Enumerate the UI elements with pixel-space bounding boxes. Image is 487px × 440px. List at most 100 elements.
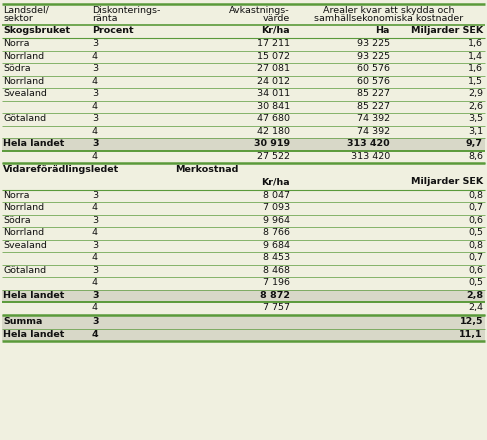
Text: 4: 4 (92, 228, 98, 237)
Text: 3: 3 (92, 216, 98, 224)
Text: 85 227: 85 227 (357, 89, 390, 98)
Text: 0,8: 0,8 (468, 241, 483, 249)
Text: 4: 4 (92, 77, 98, 85)
Text: Norra: Norra (3, 39, 30, 48)
Text: 2,9: 2,9 (468, 89, 483, 98)
Text: Svealand: Svealand (3, 241, 47, 249)
Text: 4: 4 (92, 203, 98, 212)
Text: 0,6: 0,6 (468, 216, 483, 224)
Text: 4: 4 (92, 253, 98, 262)
Text: 3: 3 (92, 114, 98, 123)
Text: Hela landet: Hela landet (3, 290, 64, 300)
Text: Diskonterings-: Diskonterings- (92, 6, 160, 15)
Bar (2, 290, 485, 302)
Text: värde: värde (263, 14, 290, 22)
Text: Kr/ha: Kr/ha (262, 26, 290, 34)
Text: 1,6: 1,6 (468, 39, 483, 48)
Text: 34 011: 34 011 (257, 89, 290, 98)
Text: 27 522: 27 522 (257, 151, 290, 161)
Text: 3: 3 (92, 139, 98, 148)
Text: Hela landet: Hela landet (3, 139, 64, 148)
Text: 60 576: 60 576 (357, 64, 390, 73)
Text: 93 225: 93 225 (357, 51, 390, 61)
Text: Hela landet: Hela landet (3, 330, 64, 338)
Text: 11,1: 11,1 (459, 330, 483, 338)
Text: 4: 4 (92, 278, 98, 287)
Text: 8 872: 8 872 (260, 290, 290, 300)
Text: Ha: Ha (375, 26, 390, 34)
Text: 3,5: 3,5 (468, 114, 483, 123)
Text: 3: 3 (92, 191, 98, 199)
Text: 85 227: 85 227 (357, 102, 390, 110)
Text: 7 093: 7 093 (263, 203, 290, 212)
Text: 27 081: 27 081 (257, 64, 290, 73)
Text: 9,7: 9,7 (466, 139, 483, 148)
Text: 3: 3 (92, 241, 98, 249)
Text: 8,6: 8,6 (468, 151, 483, 161)
Text: 8 468: 8 468 (263, 265, 290, 275)
Text: 9 684: 9 684 (263, 241, 290, 249)
Text: 0,5: 0,5 (468, 278, 483, 287)
Text: 17 211: 17 211 (257, 39, 290, 48)
Text: Kr/ha: Kr/ha (262, 177, 290, 186)
Text: Norrland: Norrland (3, 51, 44, 61)
Text: 4: 4 (92, 330, 99, 338)
Text: 30 919: 30 919 (254, 139, 290, 148)
Text: 93 225: 93 225 (357, 39, 390, 48)
Bar (2, 138, 485, 150)
Text: 8 453: 8 453 (263, 253, 290, 262)
Text: 313 420: 313 420 (351, 151, 390, 161)
Text: 2,8: 2,8 (466, 290, 483, 300)
Text: 12,5: 12,5 (460, 317, 483, 326)
Text: 3: 3 (92, 265, 98, 275)
Text: 3: 3 (92, 64, 98, 73)
Text: 1,4: 1,4 (468, 51, 483, 61)
Text: Avkastnings-: Avkastnings- (229, 6, 290, 15)
Text: 0,7: 0,7 (468, 253, 483, 262)
Text: 2,4: 2,4 (468, 303, 483, 312)
Text: ränta: ränta (92, 14, 117, 22)
Text: 4: 4 (92, 51, 98, 61)
Text: Norrland: Norrland (3, 203, 44, 212)
Bar (2, 316, 485, 329)
Text: Merkostnad: Merkostnad (175, 165, 238, 173)
Text: 7 196: 7 196 (263, 278, 290, 287)
Text: sektor: sektor (3, 14, 33, 22)
Text: samhällsekonomiska kostnader: samhällsekonomiska kostnader (315, 14, 464, 22)
Text: 8 766: 8 766 (263, 228, 290, 237)
Text: Norrland: Norrland (3, 228, 44, 237)
Text: Summa: Summa (3, 317, 42, 326)
Text: 4: 4 (92, 303, 98, 312)
Text: 7 757: 7 757 (263, 303, 290, 312)
Text: 24 012: 24 012 (257, 77, 290, 85)
Text: 47 680: 47 680 (257, 114, 290, 123)
Text: 30 841: 30 841 (257, 102, 290, 110)
Text: 9 964: 9 964 (263, 216, 290, 224)
Text: Norra: Norra (3, 191, 30, 199)
Text: 3,1: 3,1 (468, 127, 483, 136)
Text: 1,6: 1,6 (468, 64, 483, 73)
Text: 0,5: 0,5 (468, 228, 483, 237)
Text: 74 392: 74 392 (357, 114, 390, 123)
Text: Landsdel/: Landsdel/ (3, 6, 49, 15)
Text: Götaland: Götaland (3, 265, 46, 275)
Text: Götaland: Götaland (3, 114, 46, 123)
Text: 60 576: 60 576 (357, 77, 390, 85)
Text: 15 072: 15 072 (257, 51, 290, 61)
Text: 3: 3 (92, 39, 98, 48)
Text: Skogsbruket: Skogsbruket (3, 26, 70, 34)
Text: 4: 4 (92, 151, 98, 161)
Text: Norrland: Norrland (3, 77, 44, 85)
Text: Svealand: Svealand (3, 89, 47, 98)
Text: 0,8: 0,8 (468, 191, 483, 199)
Text: 74 392: 74 392 (357, 127, 390, 136)
Text: 2,6: 2,6 (468, 102, 483, 110)
Text: Procent: Procent (92, 26, 133, 34)
Text: Södra: Södra (3, 64, 31, 73)
Bar (2, 329, 485, 341)
Text: 0,6: 0,6 (468, 265, 483, 275)
Text: Vidareförädlingsledet: Vidareförädlingsledet (3, 165, 119, 173)
Text: Södra: Södra (3, 216, 31, 224)
Text: 0,7: 0,7 (468, 203, 483, 212)
Text: 3: 3 (92, 89, 98, 98)
